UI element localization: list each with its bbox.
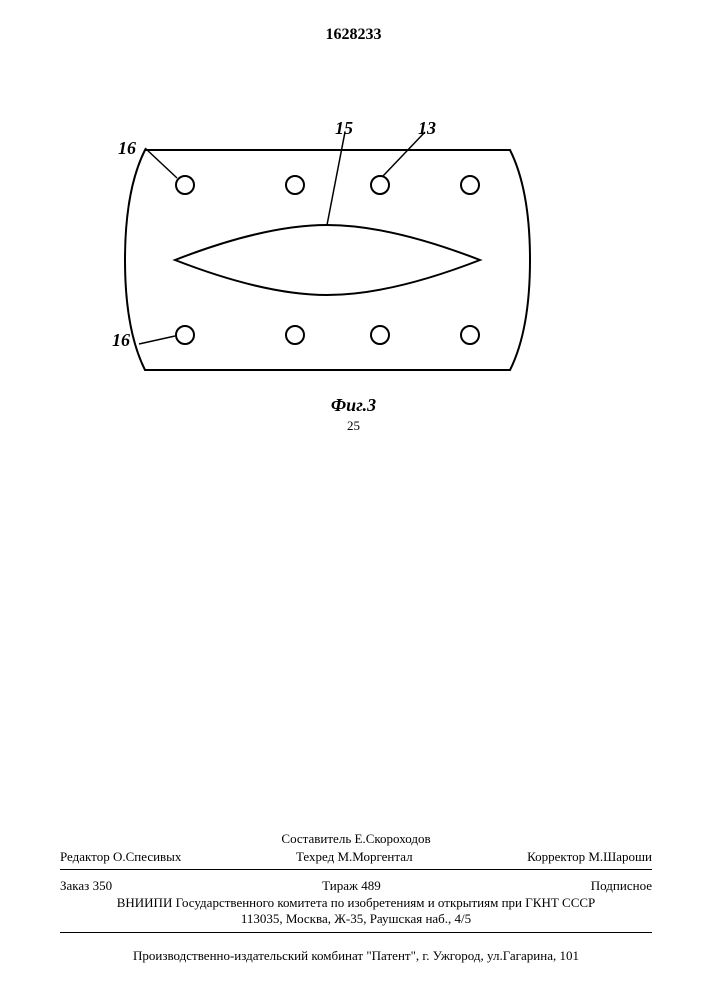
corrector-name: М.Шароши — [588, 849, 652, 864]
techred-name: М.Моргентал — [337, 849, 412, 864]
techred-label: Техред — [296, 849, 334, 864]
editor-name: О.Спесивых — [113, 849, 181, 864]
order-label: Заказ — [60, 878, 89, 893]
credits-block: Составитель Е.Скороходов Редактор О.Спес… — [60, 830, 652, 874]
address-line: 113035, Москва, Ж-35, Раушская наб., 4/5 — [60, 911, 652, 928]
patent-number: 1628233 — [0, 26, 707, 44]
editor-label: Редактор — [60, 849, 110, 864]
compiler-name: Е.Скороходов — [355, 831, 431, 846]
patent-page: 1628233 16 15 13 16 Фиг.3 25 Составитель… — [0, 0, 707, 1000]
figure-caption: Фиг.3 — [0, 395, 707, 416]
org-line: ВНИИПИ Государственного комитета по изоб… — [60, 895, 652, 912]
subscription: Подписное — [591, 877, 652, 895]
figure-svg — [115, 130, 540, 390]
figure-subcaption: 25 — [0, 418, 707, 434]
figure-3 — [115, 130, 540, 390]
printing-line: Производственно-издательский комбинат "П… — [60, 948, 652, 964]
circulation-number: 489 — [361, 878, 381, 893]
rule-top — [60, 869, 652, 870]
footer-block: Заказ 350 Тираж 489 Подписное ВНИИПИ Гос… — [60, 877, 652, 937]
corrector-label: Корректор — [527, 849, 585, 864]
circulation-label: Тираж — [322, 878, 358, 893]
compiler-label: Составитель — [281, 831, 351, 846]
rule-bottom — [60, 932, 652, 933]
order-number: 350 — [93, 878, 113, 893]
